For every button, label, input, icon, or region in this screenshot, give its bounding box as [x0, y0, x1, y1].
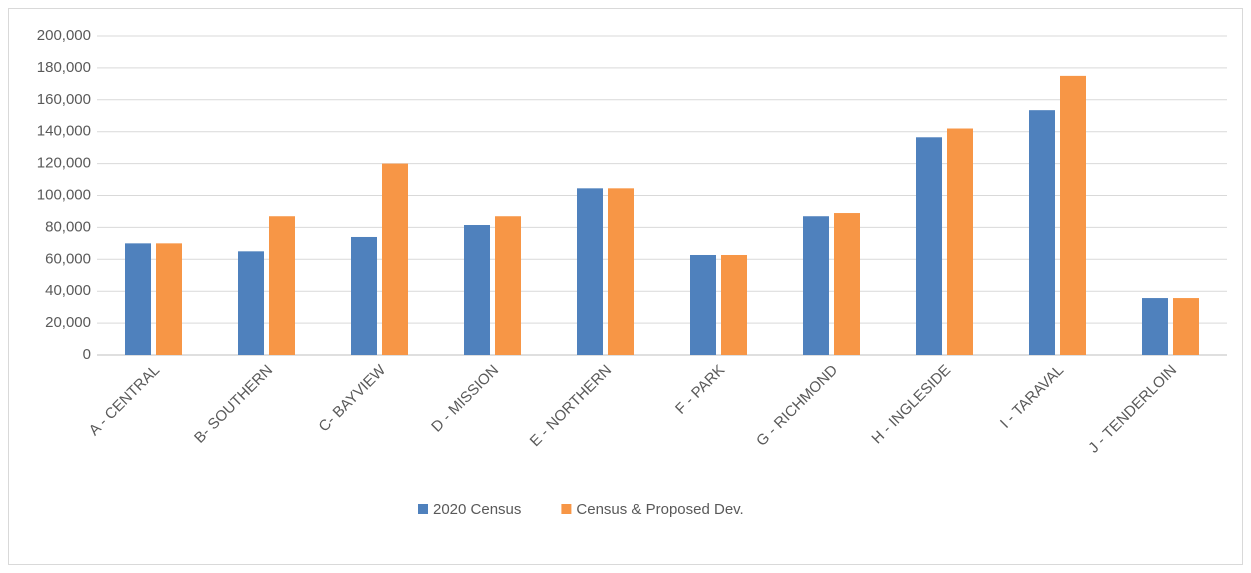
bar	[803, 216, 829, 355]
y-tick-label: 0	[83, 346, 91, 363]
bar	[495, 216, 521, 355]
y-tick-label: 200,000	[37, 27, 91, 44]
y-tick-label: 180,000	[37, 59, 91, 76]
bar	[382, 163, 408, 355]
bar	[577, 188, 603, 355]
bar	[238, 251, 264, 355]
bar	[690, 254, 716, 355]
y-tick-label: 20,000	[45, 314, 91, 331]
y-tick-label: 120,000	[37, 155, 91, 172]
bar	[156, 243, 182, 355]
bar	[1060, 75, 1086, 355]
bar	[351, 236, 377, 355]
bar	[125, 243, 151, 355]
bar	[269, 216, 295, 355]
bar	[1029, 110, 1055, 355]
legend-label: Census & Proposed Dev.	[576, 501, 743, 518]
y-tick-label: 40,000	[45, 282, 91, 299]
bar	[1142, 298, 1168, 355]
y-tick-label: 60,000	[45, 250, 91, 267]
bar	[608, 188, 634, 355]
bar	[464, 225, 490, 355]
legend-swatch	[561, 504, 572, 514]
bar	[1173, 298, 1199, 355]
y-tick-label: 140,000	[37, 123, 91, 140]
bar	[834, 213, 860, 355]
legend-label: 2020 Census	[433, 501, 521, 518]
y-tick-label: 80,000	[45, 218, 91, 235]
bar	[916, 137, 942, 355]
legend-swatch	[418, 504, 428, 514]
y-tick-label: 160,000	[37, 91, 91, 108]
y-tick-label: 100,000	[37, 186, 91, 203]
bar	[947, 128, 973, 355]
bar	[721, 254, 747, 355]
